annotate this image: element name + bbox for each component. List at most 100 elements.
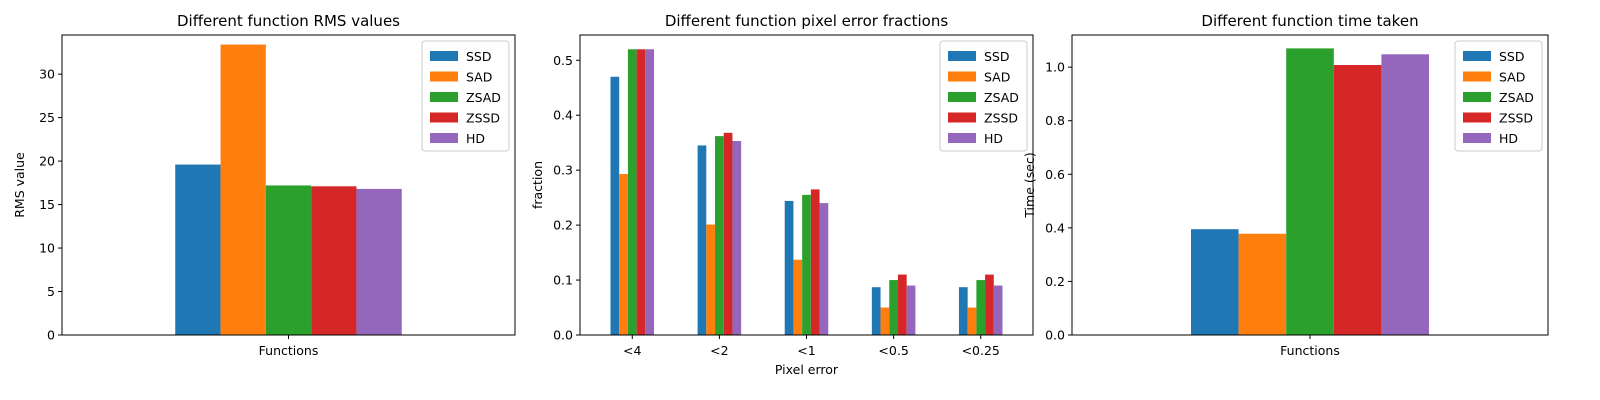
chart-title: Different function time taken — [1201, 12, 1418, 30]
bar-ssd — [175, 164, 221, 335]
y-tick-label: 10 — [39, 241, 55, 256]
legend-label: SSD — [466, 49, 492, 64]
bar-sad — [619, 174, 628, 335]
x-tick-label: <0.5 — [878, 343, 908, 358]
legend: SSD SAD ZSAD ZSSD HD — [939, 40, 1028, 152]
y-tick-label: 0.0 — [553, 328, 573, 343]
legend-label: ZSSD — [984, 111, 1018, 126]
bar-sad — [967, 307, 977, 335]
bar-zssd — [897, 274, 907, 335]
legend-swatch-zssd — [1463, 112, 1491, 123]
y-tick-label: 0.0 — [1045, 328, 1065, 343]
y-tick-label: 20 — [39, 154, 55, 169]
y-tick-label: 1.0 — [1045, 60, 1065, 75]
legend-label: HD — [984, 131, 1003, 146]
legend-swatch-zsad — [948, 92, 976, 102]
y-tick-label: 0 — [47, 328, 55, 343]
legend-label: SAD — [1499, 70, 1525, 85]
legend-label: HD — [1499, 131, 1518, 146]
bar-zsad — [976, 280, 986, 335]
x-tick-label: <0.25 — [962, 343, 1000, 358]
y-tick-label: 0.6 — [1045, 167, 1065, 182]
bar-hd — [1381, 54, 1429, 336]
bar-ssd — [1191, 229, 1239, 335]
legend-swatch-zsad — [1463, 92, 1491, 102]
chart-2: Different function pixel error fractions… — [530, 12, 1034, 377]
bar-hd — [732, 141, 742, 335]
y-axis-label: RMS value — [12, 152, 27, 218]
x-tick-label: Functions — [1280, 343, 1340, 358]
bar-zsad — [627, 49, 637, 336]
legend: SSD SAD ZSAD ZSSD HD — [1454, 40, 1543, 152]
chart-title: Different function pixel error fractions — [665, 12, 949, 30]
bar-hd — [906, 285, 916, 335]
legend-label: SSD — [984, 49, 1010, 64]
bar-hd — [819, 203, 829, 335]
y-tick-label: 0.3 — [553, 163, 573, 178]
y-tick-label: 15 — [39, 197, 55, 212]
legend-label: ZSAD — [466, 90, 501, 105]
legend-swatch-hd — [948, 133, 976, 143]
legend-swatch-hd — [430, 133, 458, 143]
bar-sad — [1238, 233, 1287, 335]
bar-ssd — [697, 145, 707, 335]
legend-label: SAD — [984, 70, 1010, 85]
legend-swatch-ssd — [1463, 51, 1491, 61]
bar-zsad — [802, 194, 811, 335]
legend-swatch-sad — [948, 71, 976, 82]
x-tick-label: <2 — [710, 343, 728, 358]
bar-hd — [645, 49, 655, 336]
y-axis-label: fraction — [530, 161, 545, 209]
legend-label: SSD — [1499, 49, 1525, 64]
bar-zssd — [636, 49, 646, 336]
legend-swatch-zssd — [948, 112, 976, 123]
bar-zssd — [985, 274, 994, 335]
y-tick-label: 0.5 — [553, 53, 573, 68]
y-tick-label: 0.2 — [1045, 274, 1065, 289]
bar-zssd — [311, 186, 357, 335]
bar-ssd — [784, 200, 794, 335]
legend-label: ZSAD — [1499, 90, 1534, 105]
x-tick-label: <4 — [623, 343, 641, 358]
y-tick-label: 0.8 — [1045, 113, 1065, 128]
legend-swatch-zsad — [430, 92, 458, 102]
legend-swatch-sad — [430, 71, 458, 82]
x-axis-label: Pixel error — [775, 362, 839, 377]
bar-zssd — [723, 132, 733, 335]
legend-label: SAD — [466, 70, 492, 85]
bar-hd — [993, 285, 1003, 335]
x-tick-label: Functions — [259, 343, 319, 358]
y-tick-label: 25 — [39, 110, 55, 125]
legend-label: HD — [466, 131, 485, 146]
legend-swatch-sad — [1463, 71, 1491, 82]
bar-ssd — [958, 287, 968, 335]
y-tick-label: 0.2 — [553, 218, 573, 233]
bar-sad — [220, 44, 266, 335]
legend-swatch-ssd — [430, 51, 458, 61]
chart-title: Different function RMS values — [177, 12, 400, 30]
y-tick-label: 0.1 — [553, 273, 573, 288]
y-tick-label: 0.4 — [553, 108, 573, 123]
legend-label: ZSAD — [984, 90, 1019, 105]
bar-zsad — [265, 185, 312, 335]
legend-frame — [939, 40, 1028, 152]
legend-swatch-zssd — [430, 112, 458, 123]
legend: SSD SAD ZSAD ZSSD HD — [421, 40, 510, 152]
y-tick-label: 30 — [39, 67, 55, 82]
chart-1: Different function RMS values 0 5 10 15 20 25 3… — [12, 12, 516, 358]
legend-label: ZSSD — [466, 111, 500, 126]
bar-sad — [706, 224, 716, 335]
legend-label: ZSSD — [1499, 111, 1533, 126]
legend-swatch-ssd — [948, 51, 976, 61]
legend-frame — [421, 40, 510, 152]
bar-ssd — [610, 76, 620, 335]
bar-zssd — [810, 189, 820, 335]
bar-ssd — [871, 287, 881, 335]
y-tick-label: 5 — [47, 284, 55, 299]
y-tick-label: 0.4 — [1045, 220, 1065, 235]
bar-zsad — [715, 136, 724, 335]
bar-zsad — [889, 280, 898, 335]
bar-zsad — [1286, 48, 1334, 336]
legend-frame — [1454, 40, 1543, 152]
legend-swatch-hd — [1463, 133, 1491, 143]
